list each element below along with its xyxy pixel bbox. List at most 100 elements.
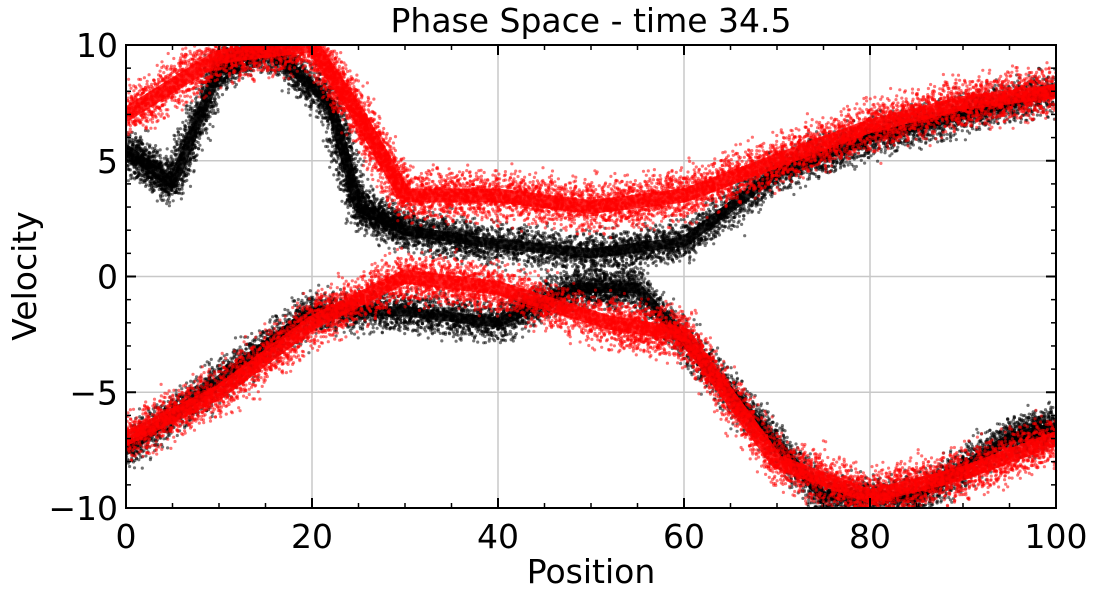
scatter-point (462, 332, 466, 336)
scatter-point (466, 324, 470, 329)
scatter-point (369, 316, 373, 320)
scatter-point (360, 316, 364, 320)
scatter-point (251, 339, 255, 343)
scatter-point (501, 334, 505, 338)
scatter-point (360, 322, 364, 326)
scatter-point (392, 303, 396, 307)
scatter-point (413, 328, 417, 332)
scatter-point (219, 356, 223, 360)
scatter-point (296, 297, 300, 302)
scatter-point (210, 365, 214, 370)
scatter-point (162, 437, 166, 441)
scatter-point (455, 330, 459, 334)
scatter-point (138, 415, 142, 419)
scatter-point (503, 339, 508, 343)
scatter-point (490, 313, 494, 317)
scatter-point (549, 280, 554, 285)
scatter-point (274, 314, 278, 318)
scatter-point (390, 321, 394, 325)
scatter-point (402, 318, 406, 322)
scatter-point (446, 306, 450, 310)
scatter-point (238, 345, 242, 349)
scatter-point (207, 361, 211, 365)
scatter-point (290, 296, 294, 300)
scatter-point (470, 331, 474, 335)
scatter-point (472, 335, 476, 339)
scatter-point (119, 437, 122, 440)
scatter-point (134, 457, 139, 461)
scatter-point (484, 330, 488, 334)
scatter-point (166, 446, 170, 450)
scatter-point (526, 314, 531, 318)
scatter-point (562, 273, 566, 278)
scatter-point (451, 330, 455, 334)
scatter-point (432, 300, 437, 304)
scatter-point (142, 449, 146, 453)
scatter-point (559, 271, 563, 275)
scatter-point (137, 407, 142, 411)
scatter-point (412, 321, 416, 326)
scatter-point (189, 379, 193, 383)
scatter-point (350, 331, 354, 335)
scatter-point (421, 320, 425, 324)
scatter-point (209, 357, 213, 361)
scatter-point (465, 310, 470, 314)
scatter-point (493, 339, 497, 343)
scatter-point (250, 331, 254, 336)
plot-area (117, 45, 1056, 508)
scatter-point (482, 312, 486, 317)
scatter-point (475, 330, 480, 334)
scatter-point (403, 320, 407, 324)
scatter-point (418, 332, 422, 336)
scatter-point (615, 270, 619, 274)
scatter-point (398, 329, 402, 333)
scatter-point (342, 330, 346, 334)
scatter-point (440, 339, 444, 343)
scatter-point (392, 327, 396, 331)
scatter-point (232, 353, 236, 357)
scatter-point (451, 335, 455, 339)
scatter-point (121, 439, 124, 442)
scatter-point (225, 352, 229, 357)
scatter-point (403, 332, 407, 336)
scatter-point (375, 326, 379, 330)
scatter-point (384, 325, 388, 329)
scatter-point (317, 283, 321, 287)
scatter-point (513, 322, 517, 326)
scatter-point (445, 321, 449, 325)
scatter-point (412, 319, 416, 323)
scatter-point (539, 276, 543, 280)
scatter-point (167, 433, 171, 437)
scatter-point (389, 317, 393, 321)
scatter-point (501, 338, 505, 342)
scatter-point (468, 308, 472, 312)
scatter-point (307, 351, 311, 355)
scatter-point (489, 331, 493, 335)
scatter-point (432, 327, 436, 331)
scatter-point (394, 319, 398, 323)
scatter-point (247, 342, 251, 346)
scatter-point (490, 333, 494, 337)
scatter-point (436, 327, 441, 331)
scatter-point (121, 450, 124, 453)
scatter-point (476, 340, 480, 344)
scatter-point (334, 334, 338, 338)
scatter-point (405, 326, 410, 330)
scatter-point (180, 387, 184, 391)
scatter-point (612, 273, 616, 277)
scatter-point (614, 277, 618, 281)
scatter-point (397, 317, 401, 321)
scatter-point (502, 326, 507, 330)
scatter-point (121, 444, 124, 447)
scatter-point (464, 328, 468, 332)
scatter-point (562, 281, 566, 285)
scatter-point (117, 437, 120, 440)
scatter-point (511, 339, 515, 343)
scatter-point (471, 324, 475, 328)
scatter-point (567, 275, 572, 279)
scatter-point (128, 464, 132, 469)
scatter-point (592, 277, 596, 281)
scatter-point (487, 327, 491, 331)
scatter-point (416, 319, 420, 323)
scatter-point (520, 327, 524, 331)
